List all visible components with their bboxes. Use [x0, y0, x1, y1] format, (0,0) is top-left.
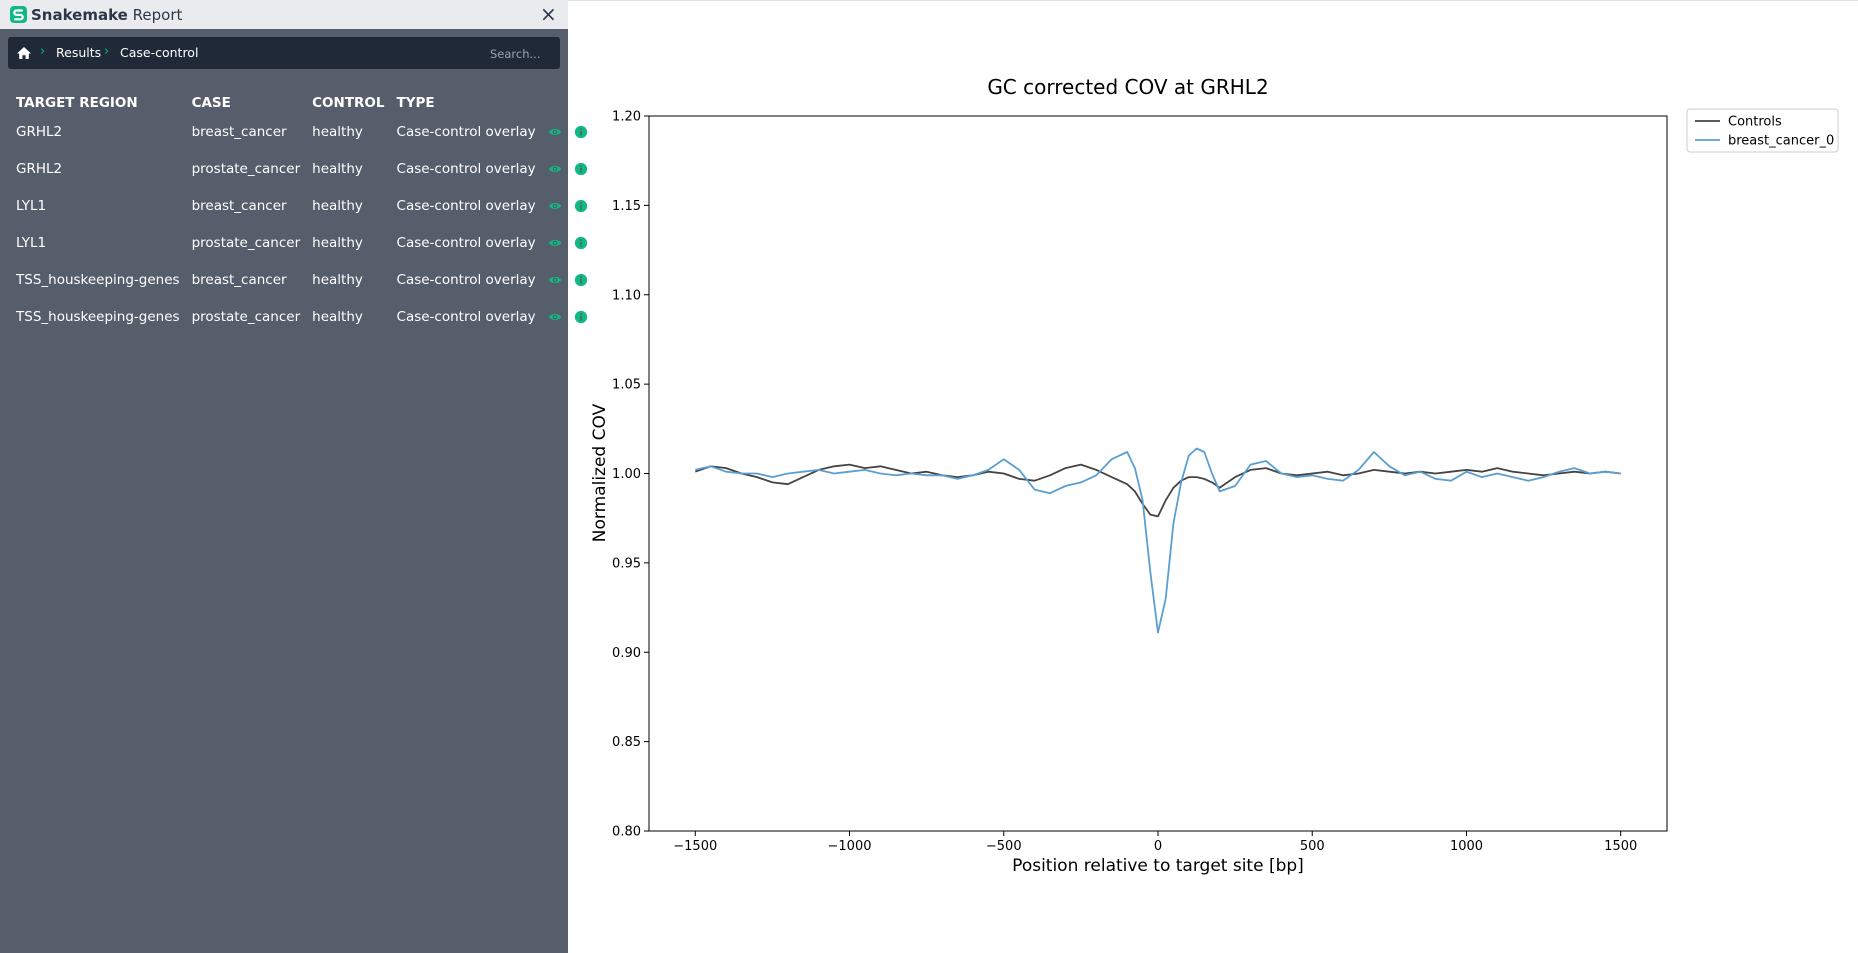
x-axis-label: Position relative to target site [bp] [1012, 856, 1304, 876]
chart: GC corrected COV at GRHL2 −1500 −1000 −500… [590, 75, 1839, 876]
case-cell: breast_cancer [191, 123, 287, 140]
case-cell: breast_cancer [191, 271, 287, 288]
eye-icon[interactable] [548, 162, 562, 176]
x-tick-label: 500 [1300, 839, 1325, 854]
control-cell: healthy [312, 271, 363, 288]
target-region-cell: TSS_houskeeping-genes [16, 271, 180, 288]
table-row[interactable]: LYL1 breast_cancer healthy Case-control ove… [8, 187, 592, 224]
home-icon[interactable] [16, 45, 32, 61]
y-tick-label: 1.10 [612, 288, 641, 303]
table-row[interactable]: TSS_houskeeping-genes breast_cancer health… [8, 261, 592, 298]
results-table: TARGET REGION CASE CONTROL TYPE GRHL2 bre… [8, 92, 592, 335]
target-region-cell: GRHL2 [16, 160, 63, 177]
case-cell: prostate_cancer [191, 234, 301, 251]
plot-frame [648, 115, 1668, 832]
type-cell: Case-control overlay [396, 160, 536, 177]
info-icon[interactable] [574, 310, 588, 324]
target-region-cell: TSS_houskeeping-genes [16, 308, 180, 325]
case-cell: prostate_cancer [191, 308, 301, 325]
y-tick-label: 0.90 [612, 646, 641, 661]
sidebar: Snakemake Report × › Results › Case-cont… [0, 0, 587, 953]
y-tick-label: 1.05 [612, 378, 641, 393]
table-row[interactable]: GRHL2 prostate_cancer healthy Case-control … [8, 150, 592, 187]
info-icon[interactable] [574, 273, 588, 287]
y-tick-label: 1.00 [612, 467, 641, 482]
x-tick-label: 1500 [1604, 839, 1637, 854]
app-title: Snakemake Report [31, 6, 183, 24]
table-row[interactable]: LYL1 prostate_cancer healthy Case-control o… [8, 224, 592, 261]
column-header-control: CONTROL [312, 94, 385, 111]
table-header-row: TARGET REGION CASE CONTROL TYPE [8, 92, 592, 113]
snakemake-logo-icon [10, 6, 27, 23]
control-cell: healthy [312, 197, 363, 214]
target-region-cell: LYL1 [16, 234, 47, 251]
type-cell: Case-control overlay [396, 234, 536, 251]
control-cell: healthy [312, 308, 363, 325]
x-tick-label: −500 [986, 839, 1022, 854]
row-actions [540, 187, 592, 224]
info-icon[interactable] [574, 199, 588, 213]
control-cell: healthy [312, 234, 363, 251]
type-cell: Case-control overlay [396, 308, 536, 325]
type-cell: Case-control overlay [396, 123, 536, 140]
eye-icon[interactable] [548, 199, 562, 213]
series-line-controls [695, 463, 1621, 518]
y-tick-label: 1.20 [612, 110, 641, 125]
y-tick-label: 0.80 [612, 825, 641, 840]
column-header-case: CASE [191, 94, 231, 111]
case-cell: prostate_cancer [191, 160, 301, 177]
row-actions [540, 261, 592, 298]
legend-label: breast_cancer_0 [1728, 134, 1834, 149]
legend-frame [1686, 108, 1839, 153]
breadcrumb-item-case-control[interactable]: Case-control [120, 45, 199, 60]
row-actions [540, 113, 592, 150]
row-actions [540, 224, 592, 261]
target-region-cell: GRHL2 [16, 123, 63, 140]
y-tick-label: 1.15 [612, 199, 641, 214]
y-tick-label: 0.95 [612, 556, 641, 571]
legend: Controls breast_cancer_0 [1686, 108, 1839, 153]
x-tick-label: 0 [1154, 839, 1162, 854]
x-tick-label: −1500 [673, 839, 717, 854]
eye-icon[interactable] [548, 310, 562, 324]
breadcrumb-item-results[interactable]: Results [56, 45, 102, 60]
y-tick-label: 0.85 [612, 735, 641, 750]
column-header-type: TYPE [396, 94, 435, 111]
target-region-cell: LYL1 [16, 197, 47, 214]
chart-title: GC corrected COV at GRHL2 [987, 75, 1268, 99]
chevron-right-icon: › [40, 44, 46, 59]
info-icon[interactable] [574, 162, 588, 176]
y-axis-label: Normalized COV [590, 403, 610, 542]
table-row[interactable]: GRHL2 breast_cancer healthy Case-control ov… [8, 113, 592, 150]
legend-label: Controls [1728, 115, 1782, 130]
row-actions [540, 298, 592, 335]
x-tick-label: 1000 [1450, 839, 1483, 854]
table-row[interactable]: TSS_houskeeping-genes prostate_cancer heal… [8, 298, 592, 335]
chevron-right-icon: › [104, 44, 110, 59]
breadcrumb: › Results › Case-control [8, 37, 560, 69]
close-icon[interactable]: × [540, 2, 557, 26]
title-bar: Snakemake Report × [0, 0, 568, 29]
control-cell: healthy [312, 160, 363, 177]
series-line-breast-cancer-0 [695, 447, 1621, 634]
type-cell: Case-control overlay [396, 197, 536, 214]
type-cell: Case-control overlay [396, 271, 536, 288]
x-tick-label: −1000 [828, 839, 872, 854]
top-divider [568, 0, 1858, 1]
info-icon[interactable] [574, 236, 588, 250]
search-input[interactable] [488, 43, 558, 65]
eye-icon[interactable] [548, 273, 562, 287]
row-actions [540, 150, 592, 187]
control-cell: healthy [312, 123, 363, 140]
column-header-target-region: TARGET REGION [16, 94, 138, 111]
case-cell: breast_cancer [191, 197, 287, 214]
eye-icon[interactable] [548, 236, 562, 250]
info-icon[interactable] [574, 125, 588, 139]
eye-icon[interactable] [548, 125, 562, 139]
